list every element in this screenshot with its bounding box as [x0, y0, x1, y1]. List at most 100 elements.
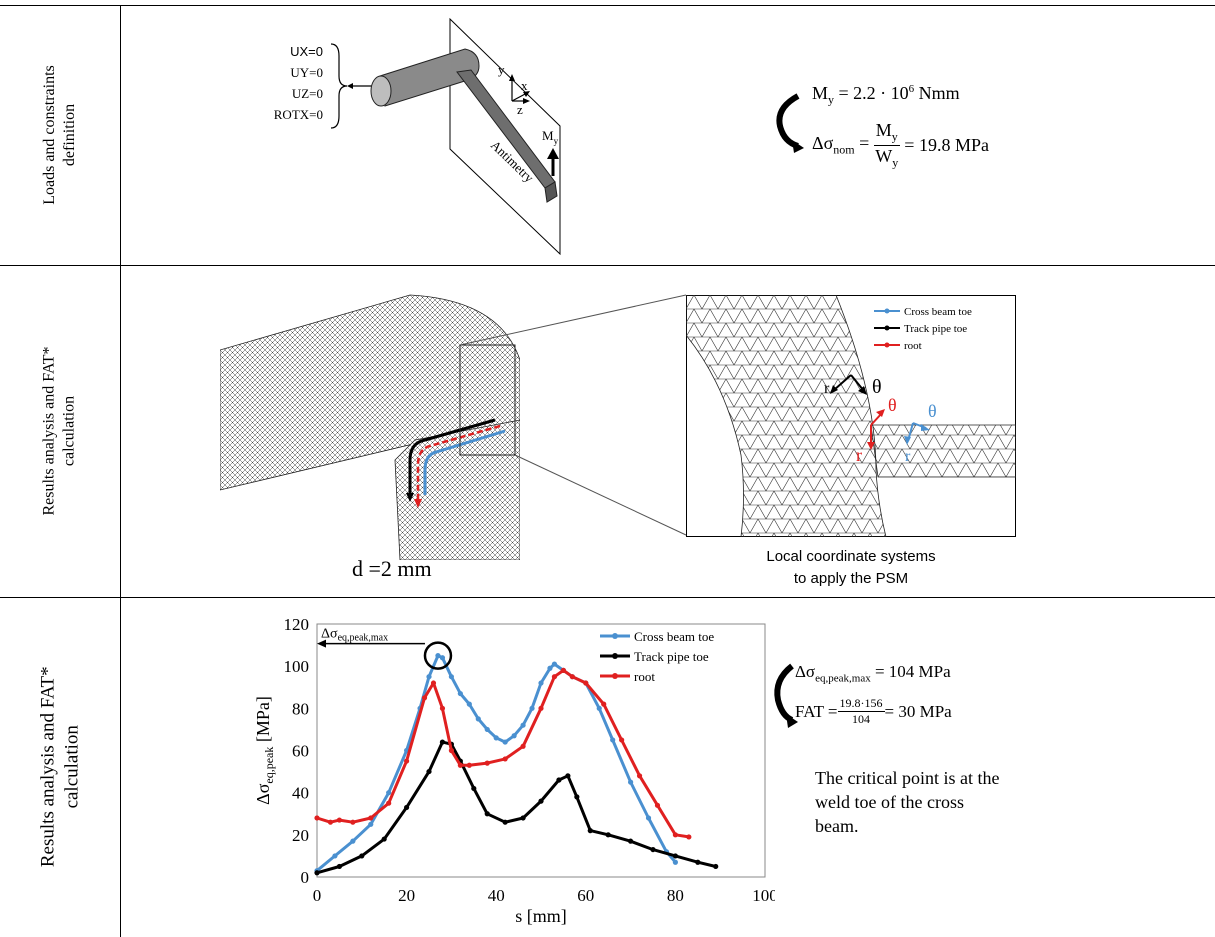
constraint-uy: UY=0: [290, 65, 323, 80]
axis-z-label: z: [517, 102, 523, 117]
data-point: [529, 705, 535, 711]
data-point: [538, 798, 544, 804]
data-point: [520, 815, 526, 821]
zoomed-mesh: Cross beam toe Track pipe toe root r θ θ…: [686, 295, 1016, 537]
fe-mesh-model: [220, 294, 520, 560]
data-point: [560, 667, 566, 673]
constraint-brace: [330, 43, 348, 129]
cs-black-r-label: r: [824, 380, 830, 397]
constraint-uz: UZ=0: [292, 86, 323, 101]
path-root: [416, 424, 501, 502]
legend-dot-cross-beam: [884, 308, 890, 314]
data-point: [596, 705, 602, 711]
data-point: [672, 859, 678, 865]
psm-caption: Local coordinate systems to apply the PS…: [766, 548, 936, 587]
data-point: [386, 790, 392, 796]
axis-x-label: x: [521, 78, 528, 93]
data-point: [538, 680, 544, 686]
data-point: [574, 794, 580, 800]
data-point: [314, 815, 320, 821]
legend-root: root: [904, 340, 922, 352]
data-point: [538, 705, 544, 711]
data-point: [619, 737, 625, 743]
axis-x-arrow: [523, 91, 530, 97]
data-point: [475, 716, 481, 722]
data-point: [610, 737, 616, 743]
data-point: [350, 819, 356, 825]
data-point: [448, 674, 454, 680]
data-point: [421, 695, 428, 701]
legend-dot-track-pipe: [884, 325, 890, 331]
zoom-connector-lines: [460, 294, 687, 536]
cs-black-theta-arrow: [858, 386, 867, 395]
legend-swatch-dot: [612, 633, 618, 639]
moment-arrowhead: [547, 148, 559, 159]
data-point: [439, 655, 446, 661]
data-point: [430, 680, 437, 686]
constraint-arrowhead: [347, 83, 353, 89]
moment-curl-icon: [776, 93, 804, 153]
cs-black-r: [833, 374, 852, 391]
data-point: [695, 859, 701, 865]
y-tick-label: 60: [292, 742, 309, 761]
axis-y-arrow: [509, 74, 515, 81]
data-point: [551, 674, 558, 680]
data-point: [336, 863, 342, 870]
y-tick-label: 120: [284, 615, 310, 634]
data-point: [439, 739, 446, 745]
y-axis-label: Δσeq,peak [MPa]: [253, 696, 276, 805]
row-divider-2: [0, 597, 1215, 598]
data-point: [439, 705, 446, 711]
data-point: [426, 768, 432, 775]
data-point: [484, 726, 490, 733]
axis-z-arrow: [523, 98, 530, 104]
y-tick-label: 20: [292, 826, 309, 845]
fat-curl-icon: [774, 663, 798, 728]
legend-track-pipe-toe: Track pipe toe: [904, 323, 967, 335]
data-point: [636, 773, 643, 779]
data-point: [404, 758, 410, 764]
cs-red-theta-label: θ: [888, 395, 897, 415]
row-divider-1: [0, 265, 1215, 266]
plot-area: [316, 623, 766, 878]
data-point: [457, 762, 463, 768]
data-point: [368, 821, 374, 827]
data-point: [565, 773, 571, 779]
path-track-pipe-arrow: [406, 493, 414, 502]
data-point: [404, 804, 410, 811]
mesh-pipe-wall: [686, 295, 887, 537]
data-point: [601, 701, 607, 707]
data-point: [502, 739, 508, 745]
x-tick-label: 40: [488, 886, 505, 905]
mesh-beam-wall: [870, 424, 1016, 478]
cs-red-theta-arrow: [876, 409, 885, 417]
moment-label: My: [542, 128, 559, 146]
legend-cross-beam-toe: Cross beam toe: [904, 306, 972, 318]
axis-y-label: y: [498, 62, 505, 77]
stress-chart: 0 20 40 60 80 100 120 0 20 40 60 80 100 s [mm] Δσeq,pe…: [253, 615, 775, 926]
data-point: [386, 800, 392, 806]
data-point: [314, 870, 320, 876]
moment-equation: My = 2.2 · 106 Nmm: [812, 83, 960, 107]
peak-annotation-circle: [423, 641, 453, 670]
legend-swatch-dot: [612, 653, 618, 659]
legend-swatch-dot: [612, 673, 618, 679]
legend-label: root: [634, 669, 655, 684]
data-point: [493, 735, 499, 741]
data-point: [332, 853, 338, 859]
legend-label: Track pipe toe: [634, 649, 709, 664]
data-point: [628, 838, 634, 844]
data-point: [502, 756, 508, 762]
y-tick-label: 100: [284, 657, 310, 676]
data-point: [471, 785, 477, 792]
data-point: [672, 832, 678, 838]
data-point: [556, 777, 562, 783]
x-tick-label: 80: [667, 886, 684, 905]
x-axis-label: s [mm]: [515, 906, 567, 926]
constraint-ux: UX=0: [290, 44, 323, 59]
data-point: [359, 853, 365, 859]
cs-blue-r-label: r: [905, 448, 911, 465]
data-point: [350, 838, 356, 844]
x-tick-label: 20: [398, 886, 415, 905]
data-point: [650, 846, 656, 853]
